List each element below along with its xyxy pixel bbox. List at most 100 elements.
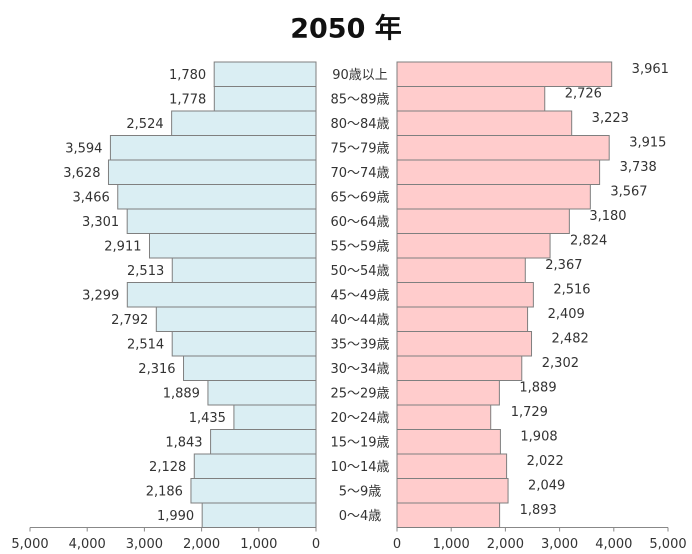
x-tick-label: 0 bbox=[312, 537, 320, 552]
category-label: 75～79歳 bbox=[330, 141, 389, 156]
value-label: 1,889 bbox=[519, 380, 556, 395]
value-label: 2,516 bbox=[553, 282, 590, 297]
category-label: 60～64歳 bbox=[330, 215, 389, 230]
value-label: 3,223 bbox=[592, 111, 629, 126]
bar bbox=[396, 478, 509, 504]
value-label: 3,738 bbox=[620, 160, 657, 175]
value-label: 3,628 bbox=[63, 166, 100, 181]
x-tick-label: 3,000 bbox=[126, 537, 163, 552]
category-label: 70～74歳 bbox=[330, 166, 389, 181]
value-label: 3,961 bbox=[632, 62, 669, 77]
value-label: 2,824 bbox=[570, 233, 607, 248]
bar bbox=[190, 478, 317, 504]
bar bbox=[171, 110, 317, 136]
value-label: 1,729 bbox=[511, 405, 548, 420]
category-label: 90歳以上 bbox=[332, 68, 388, 83]
category-label: 80～84歳 bbox=[330, 117, 389, 132]
category-label: 55～59歳 bbox=[330, 239, 389, 254]
bar bbox=[396, 429, 501, 455]
x-tick-label: 4,000 bbox=[69, 537, 106, 552]
bar bbox=[155, 306, 317, 332]
bar bbox=[396, 306, 529, 332]
bar bbox=[396, 453, 508, 479]
value-label: 1,990 bbox=[157, 509, 194, 524]
category-label: 45～49歳 bbox=[330, 288, 389, 303]
bar bbox=[396, 86, 546, 112]
x-tick-label: 0 bbox=[393, 537, 401, 552]
bar bbox=[396, 502, 501, 528]
category-label: 50～54歳 bbox=[330, 264, 389, 279]
category-label: 0～4歳 bbox=[339, 509, 382, 524]
value-label: 1,843 bbox=[165, 435, 202, 450]
value-label: 2,513 bbox=[127, 264, 164, 279]
value-label: 3,301 bbox=[82, 215, 119, 230]
value-label: 2,792 bbox=[111, 313, 148, 328]
category-label: 35～39歳 bbox=[330, 337, 389, 352]
category-label: 40～44歳 bbox=[330, 313, 389, 328]
x-tick-label: 5,000 bbox=[649, 537, 686, 552]
value-label: 2,049 bbox=[528, 478, 565, 493]
value-label: 1,889 bbox=[163, 386, 200, 401]
value-label: 3,594 bbox=[65, 141, 102, 156]
bar bbox=[201, 502, 317, 528]
x-tick-label: 5,000 bbox=[11, 537, 48, 552]
bar bbox=[117, 184, 317, 210]
bar bbox=[193, 453, 317, 479]
x-tick-label: 4,000 bbox=[595, 537, 632, 552]
bar bbox=[396, 380, 500, 406]
bar bbox=[396, 184, 591, 210]
bar bbox=[396, 135, 610, 161]
value-label: 3,567 bbox=[610, 184, 647, 199]
value-label: 3,466 bbox=[73, 190, 110, 205]
category-label: 65～69歳 bbox=[330, 190, 389, 205]
value-label: 2,128 bbox=[149, 460, 186, 475]
bar bbox=[213, 86, 317, 112]
chart-title: 2050 年 bbox=[290, 13, 402, 45]
category-label: 30～34歳 bbox=[330, 362, 389, 377]
bar bbox=[183, 355, 317, 381]
value-label: 3,915 bbox=[629, 135, 666, 150]
category-label: 5～9歳 bbox=[339, 484, 382, 499]
value-label: 1,893 bbox=[520, 503, 557, 518]
bar bbox=[396, 233, 551, 259]
bar bbox=[126, 208, 317, 234]
category-label: 85～89歳 bbox=[330, 92, 389, 107]
value-label: 1,780 bbox=[169, 68, 206, 83]
bar bbox=[210, 429, 317, 455]
x-tick-label: 3,000 bbox=[541, 537, 578, 552]
bar bbox=[107, 159, 317, 185]
value-label: 2,524 bbox=[126, 117, 163, 132]
bar bbox=[396, 257, 526, 283]
bar bbox=[396, 110, 573, 136]
bar bbox=[396, 282, 534, 308]
value-label: 2,482 bbox=[552, 331, 589, 346]
value-label: 1,908 bbox=[520, 429, 557, 444]
x-tick-label: 1,000 bbox=[240, 537, 277, 552]
bar bbox=[396, 208, 570, 234]
value-label: 2,302 bbox=[542, 356, 579, 371]
bar bbox=[396, 61, 613, 87]
bar bbox=[233, 404, 317, 430]
bar bbox=[109, 135, 317, 161]
value-label: 2,911 bbox=[104, 239, 141, 254]
value-label: 2,514 bbox=[127, 337, 164, 352]
bar bbox=[396, 159, 601, 185]
bar bbox=[126, 282, 317, 308]
bar bbox=[207, 380, 317, 406]
bar bbox=[396, 404, 492, 430]
x-tick-label: 2,000 bbox=[487, 537, 524, 552]
value-label: 2,726 bbox=[565, 86, 602, 101]
bar bbox=[396, 331, 533, 357]
value-label: 1,435 bbox=[189, 411, 226, 426]
x-tick-label: 1,000 bbox=[433, 537, 470, 552]
category-label: 25～29歳 bbox=[330, 386, 389, 401]
value-label: 2,022 bbox=[527, 454, 564, 469]
category-label: 15～19歳 bbox=[330, 435, 389, 450]
value-label: 1,778 bbox=[169, 92, 206, 107]
bar bbox=[213, 61, 317, 87]
value-label: 2,367 bbox=[545, 258, 582, 273]
bar bbox=[148, 233, 317, 259]
bar bbox=[171, 257, 317, 283]
x-tick-label: 2,000 bbox=[183, 537, 220, 552]
